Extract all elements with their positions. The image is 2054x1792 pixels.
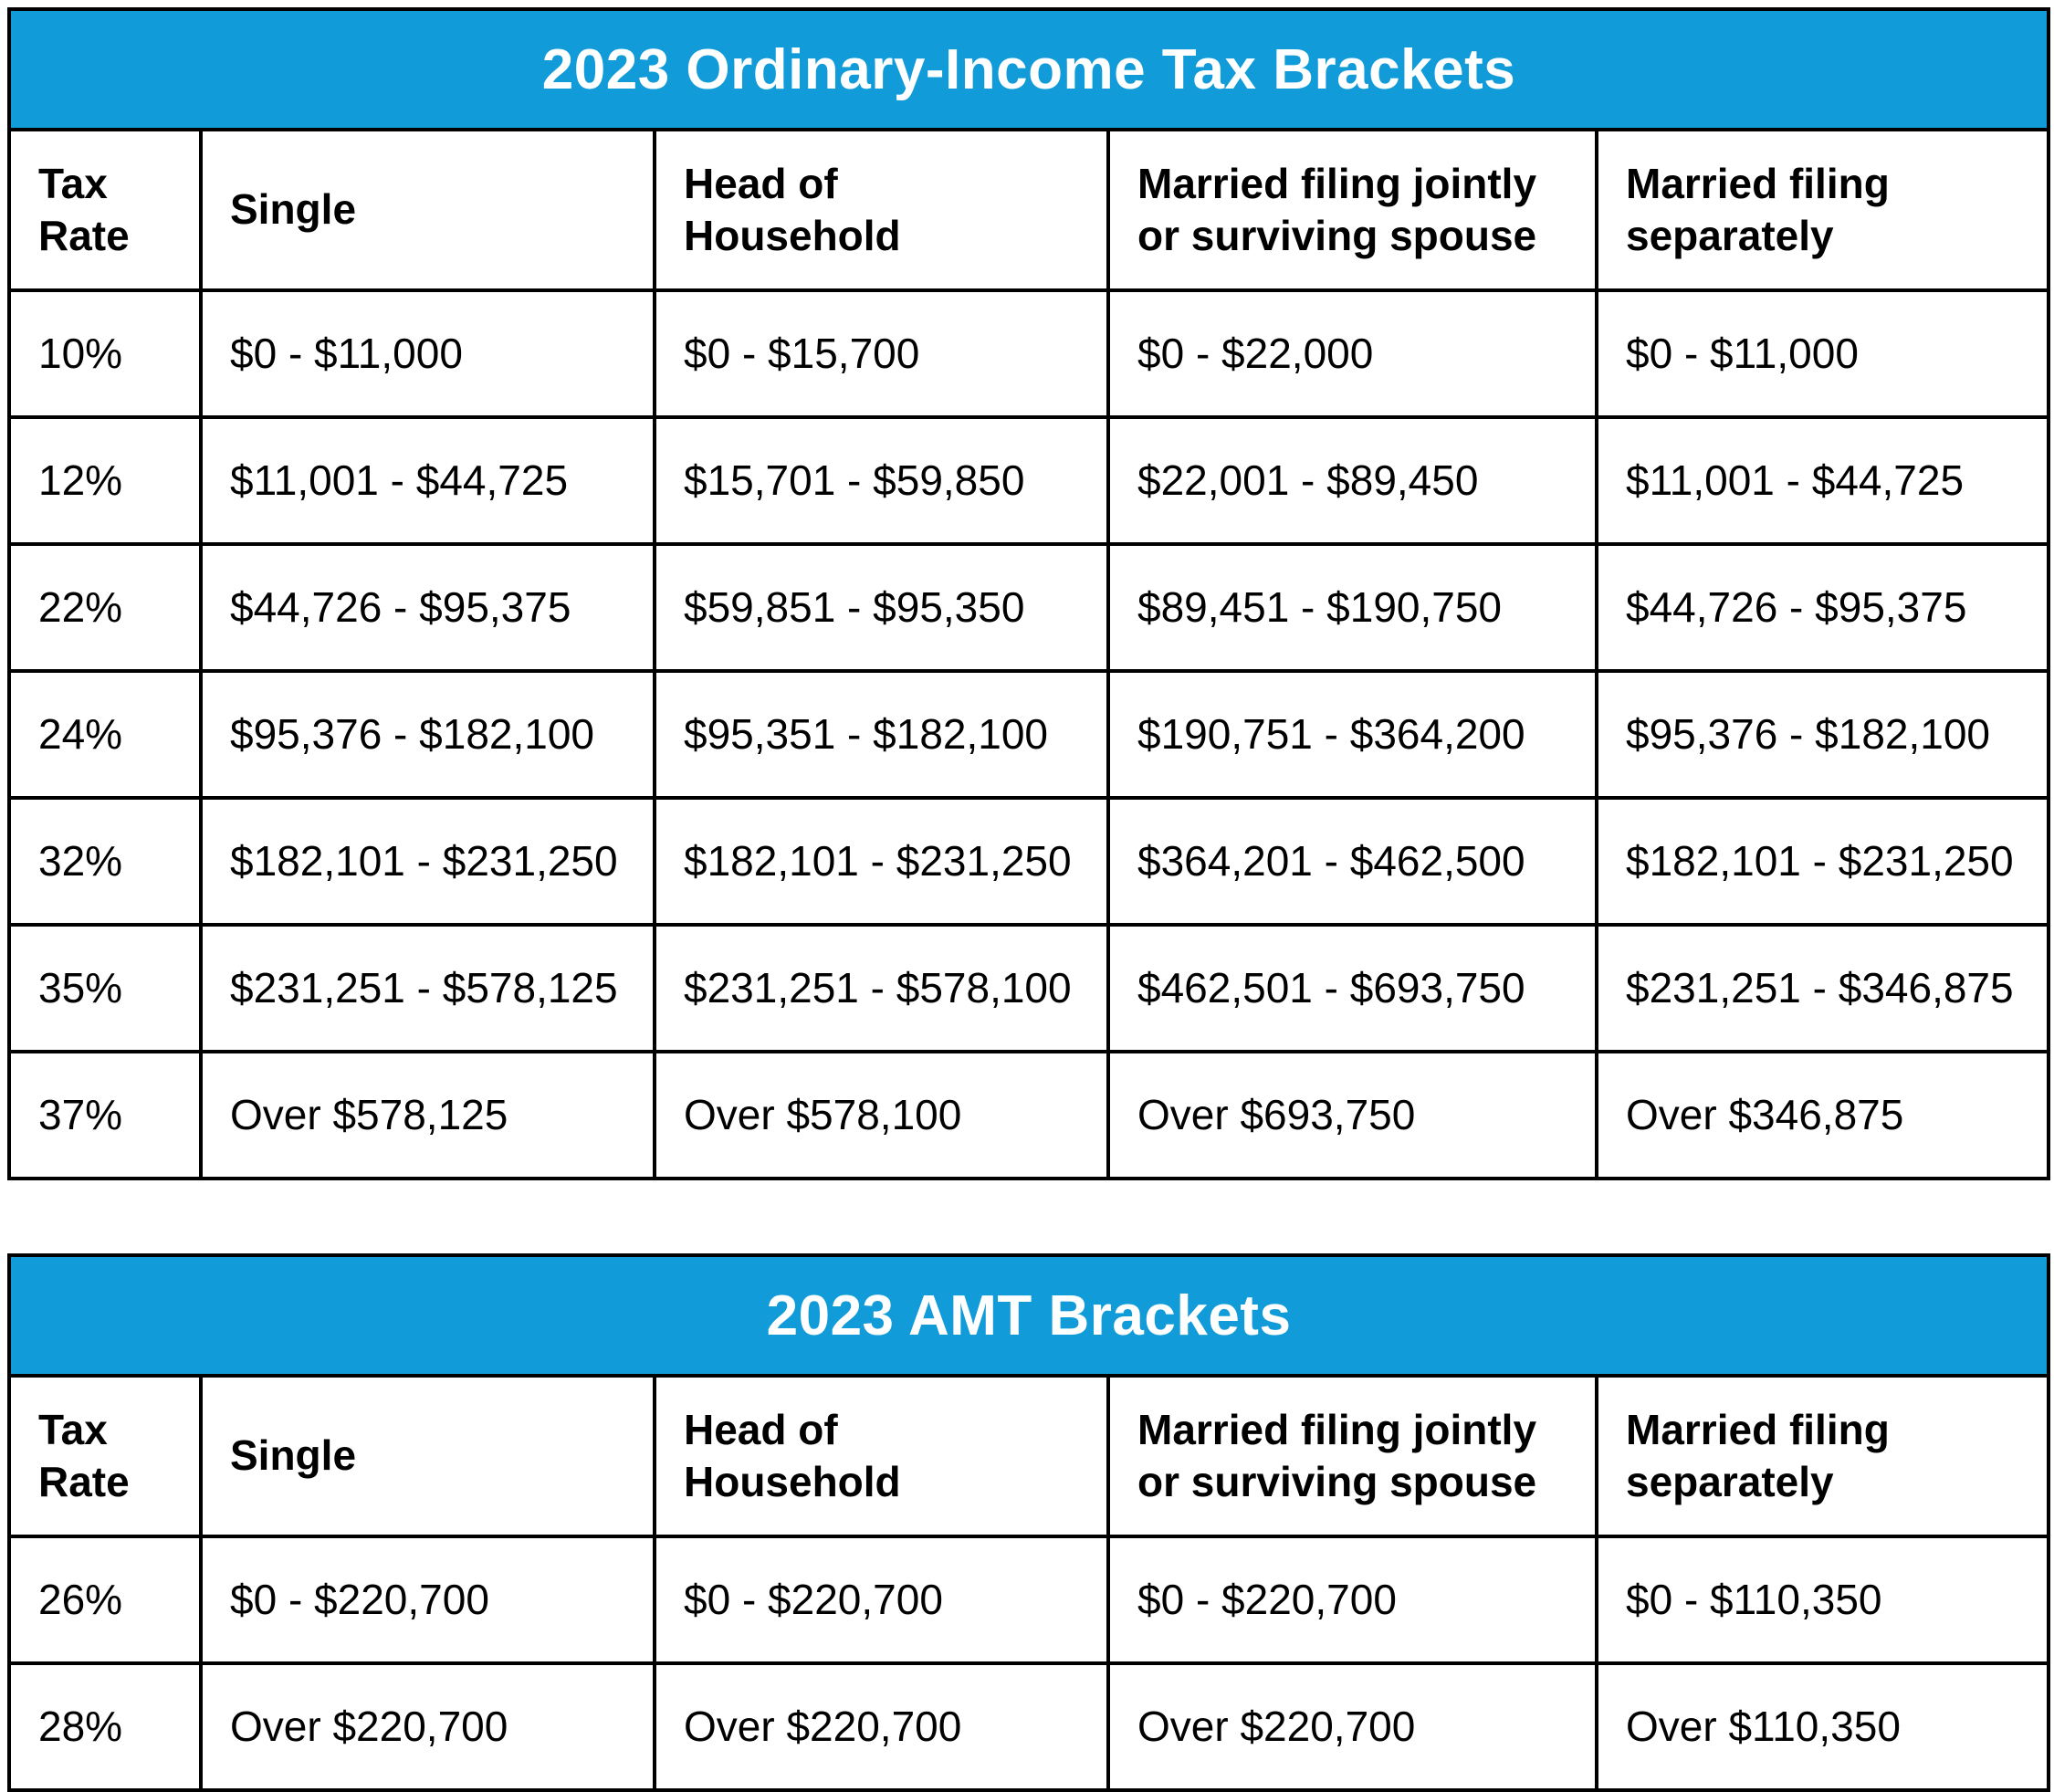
column-header: Head of Household (653, 1374, 1110, 1538)
bracket-range-cell: $0 - $220,700 (199, 1535, 656, 1665)
bracket-range-cell: $95,351 - $182,100 (653, 669, 1110, 800)
bracket-range-cell: $182,101 - $231,250 (653, 796, 1110, 927)
tax-rate-cell: 37% (7, 1050, 203, 1180)
table-row: 24% $95,376 - $182,100 $95,351 - $182,100 $… (7, 669, 2050, 800)
bracket-range-cell: $0 - $220,700 (653, 1535, 1110, 1665)
column-header: Married filing separately (1594, 1374, 2051, 1538)
bracket-range-cell: $95,376 - $182,100 (199, 669, 656, 800)
bracket-range-cell: $231,251 - $578,125 (199, 923, 656, 1053)
bracket-range-cell: Over $220,700 (653, 1661, 1110, 1792)
header-row: Tax Rate Single Head of Household Married f… (7, 128, 2050, 292)
column-header: Married filing jointly or surviving spou… (1106, 128, 1598, 292)
tax-rate-cell: 35% (7, 923, 203, 1053)
bracket-range-cell: $462,501 - $693,750 (1106, 923, 1598, 1053)
bracket-range-cell: $0 - $11,000 (199, 288, 656, 419)
column-header: Single (199, 128, 656, 292)
bracket-range-cell: Over $578,125 (199, 1050, 656, 1180)
bracket-range-cell: $95,376 - $182,100 (1595, 669, 2050, 800)
table-body: 10% $0 - $11,000 $0 - $15,700 $0 - $22,000 $… (7, 288, 2050, 1180)
bracket-range-cell: Over $110,350 (1594, 1661, 2051, 1792)
column-header: Tax Rate (7, 1374, 203, 1538)
tax-rate-cell: 24% (7, 669, 203, 800)
bracket-range-cell: $15,701 - $59,850 (653, 415, 1110, 546)
bracket-range-cell: Over $220,700 (199, 1661, 656, 1792)
table-row: 28% Over $220,700 Over $220,700 Over $220,7… (7, 1661, 2051, 1792)
tax-rate-cell: 28% (7, 1661, 203, 1792)
table-row: 26% $0 - $220,700 $0 - $220,700 $0 - $220,7… (7, 1535, 2051, 1665)
bracket-range-cell: $22,001 - $89,450 (1106, 415, 1598, 546)
bracket-range-cell: $0 - $220,700 (1106, 1535, 1598, 1665)
bracket-range-cell: $364,201 - $462,500 (1106, 796, 1598, 927)
table-row: 12% $11,001 - $44,725 $15,701 - $59,850 $22… (7, 415, 2050, 546)
table-body: 26% $0 - $220,700 $0 - $220,700 $0 - $220,7… (7, 1535, 2051, 1792)
table-row: 35% $231,251 - $578,125 $231,251 - $578,10… (7, 923, 2050, 1053)
tax-rate-cell: 22% (7, 542, 203, 673)
tax-rate-cell: 12% (7, 415, 203, 546)
ordinary-income-tax-brackets-table: 2023 Ordinary-Income Tax Brackets Tax Ra… (7, 7, 2050, 1180)
column-header: Married filing separately (1595, 128, 2050, 292)
column-header: Single (199, 1374, 656, 1538)
bracket-range-cell: $182,101 - $231,250 (1595, 796, 2050, 927)
column-header: Married filing jointly or surviving spou… (1106, 1374, 1598, 1538)
column-header: Head of Household (653, 128, 1110, 292)
column-header: Tax Rate (7, 128, 203, 292)
bracket-range-cell: Over $346,875 (1595, 1050, 2050, 1180)
bracket-range-cell: $0 - $110,350 (1594, 1535, 2051, 1665)
table-row: 10% $0 - $11,000 $0 - $15,700 $0 - $22,000 $… (7, 288, 2050, 419)
bracket-range-cell: $59,851 - $95,350 (653, 542, 1110, 673)
bracket-range-cell: $231,251 - $346,875 (1595, 923, 2050, 1053)
bracket-range-cell: Over $220,700 (1106, 1661, 1598, 1792)
bracket-range-cell: $0 - $11,000 (1595, 288, 2050, 419)
table-title: 2023 Ordinary-Income Tax Brackets (7, 7, 2050, 131)
bracket-range-cell: $89,451 - $190,750 (1106, 542, 1598, 673)
bracket-range-cell: $190,751 - $364,200 (1106, 669, 1598, 800)
tax-rate-cell: 26% (7, 1535, 203, 1665)
table-gap (7, 1180, 2047, 1253)
table-row: 22% $44,726 - $95,375 $59,851 - $95,350 $89… (7, 542, 2050, 673)
bracket-range-cell: $182,101 - $231,250 (199, 796, 656, 927)
bracket-range-cell: $231,251 - $578,100 (653, 923, 1110, 1053)
bracket-range-cell: $11,001 - $44,725 (1595, 415, 2050, 546)
tax-rate-cell: 10% (7, 288, 203, 419)
amt-brackets-table: 2023 AMT Brackets Tax Rate Single Head of … (6, 1253, 2051, 1792)
bracket-range-cell: Over $578,100 (653, 1050, 1110, 1180)
header-row: Tax Rate Single Head of Household Married f… (7, 1374, 2051, 1538)
table-row: 32% $182,101 - $231,250 $182,101 - $231,25… (7, 796, 2050, 927)
table-title: 2023 AMT Brackets (6, 1253, 2051, 1378)
bracket-range-cell: $0 - $15,700 (653, 288, 1110, 419)
bracket-range-cell: $44,726 - $95,375 (1595, 542, 2050, 673)
bracket-range-cell: Over $693,750 (1106, 1050, 1598, 1180)
table-row: 37% Over $578,125 Over $578,100 Over $693,7… (7, 1050, 2050, 1180)
bracket-range-cell: $0 - $22,000 (1106, 288, 1598, 419)
bracket-range-cell: $44,726 - $95,375 (199, 542, 656, 673)
tax-rate-cell: 32% (7, 796, 203, 927)
bracket-range-cell: $11,001 - $44,725 (199, 415, 656, 546)
